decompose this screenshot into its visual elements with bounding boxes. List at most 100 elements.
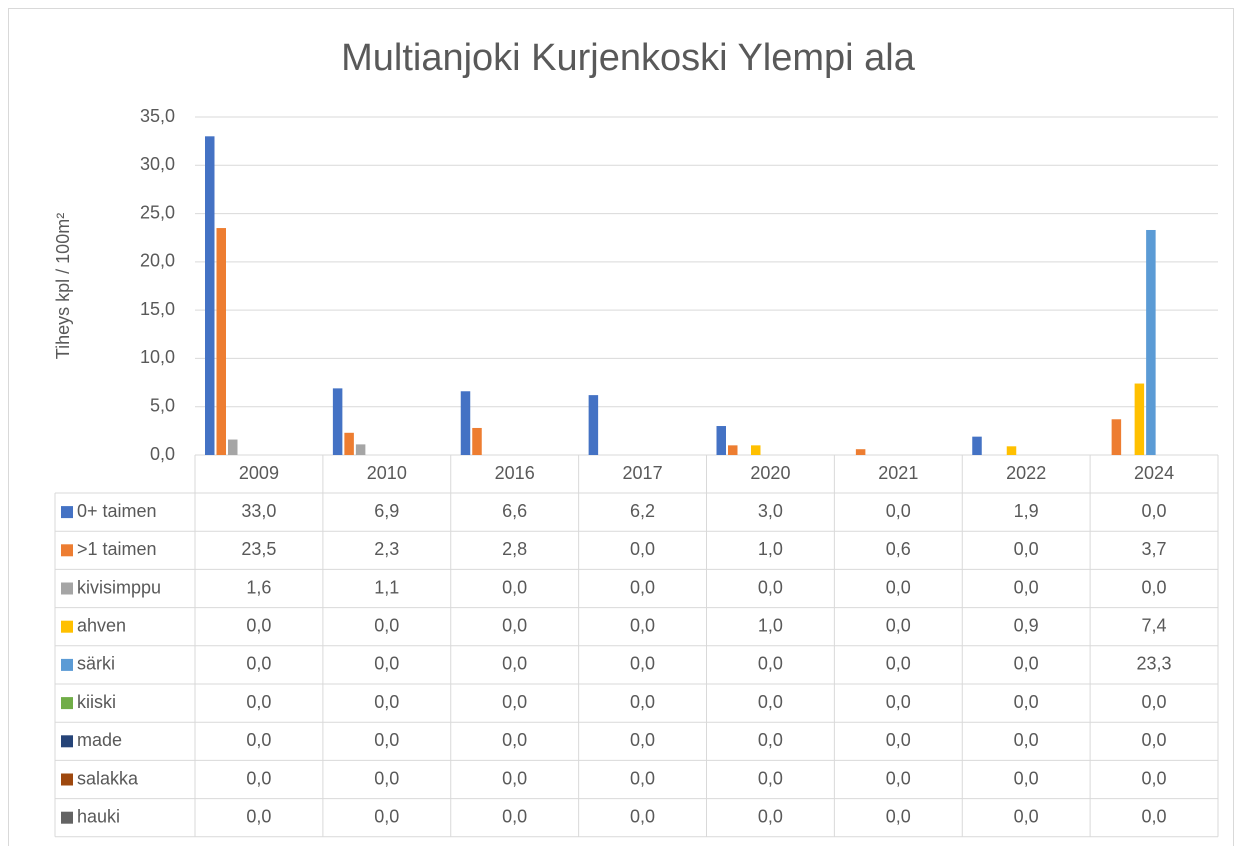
table-cell: 0,0 [758, 730, 783, 750]
table-cell: 0,0 [1014, 768, 1039, 788]
bar [1134, 383, 1145, 455]
table-cell: 1,1 [374, 577, 399, 597]
table-cell: 0,0 [758, 577, 783, 597]
table-cell: 0,9 [1014, 615, 1039, 635]
table-cell: 1,9 [1014, 501, 1039, 521]
table-cell: 0,0 [758, 654, 783, 674]
y-tick-label: 30,0 [140, 154, 175, 174]
table-cell: 0,0 [374, 692, 399, 712]
y-tick-label: 35,0 [140, 106, 175, 126]
table-cell: 0,0 [246, 615, 271, 635]
y-tick-label: 5,0 [150, 395, 175, 415]
table-cell: 1,0 [758, 539, 783, 559]
chart-frame [8, 8, 1234, 846]
table-cell: 0,0 [1014, 539, 1039, 559]
table-cell: 0,0 [1014, 692, 1039, 712]
table-cell: 0,0 [630, 539, 655, 559]
table-cell: 0,0 [630, 692, 655, 712]
table-cell: 0,0 [630, 768, 655, 788]
table-cell: 0,0 [1014, 654, 1039, 674]
legend-label: made [77, 730, 122, 750]
table-cell: 3,7 [1142, 539, 1167, 559]
legend-label: salakka [77, 768, 139, 788]
table-cell: 0,0 [1142, 768, 1167, 788]
legend-swatch [61, 506, 73, 519]
table-cell: 1,0 [758, 615, 783, 635]
table-cell: 0,0 [246, 654, 271, 674]
table-cell: 0,0 [374, 768, 399, 788]
bar [716, 426, 726, 455]
y-tick-label: 10,0 [140, 347, 175, 367]
y-axis-title: Tiheys kpl / 100m² [53, 213, 73, 359]
table-cell: 0,0 [758, 768, 783, 788]
bar [1146, 229, 1156, 455]
table-cell: 33,0 [241, 501, 276, 521]
table-cell: 0,0 [246, 730, 271, 750]
table-cell: 0,0 [886, 654, 911, 674]
legend-label: ahven [77, 615, 126, 635]
table-cell: 0,0 [886, 615, 911, 635]
bar [751, 445, 761, 455]
table-cell: 0,0 [630, 577, 655, 597]
bar [855, 449, 866, 455]
bar [355, 444, 366, 455]
table-cell: 0,0 [758, 806, 783, 826]
table-cell: 0,0 [246, 692, 271, 712]
legend-label: hauki [77, 806, 120, 826]
legend-swatch [61, 544, 73, 557]
x-tick-label: 2009 [239, 463, 279, 483]
table-cell: 0,0 [374, 654, 399, 674]
table-cell: 0,0 [630, 654, 655, 674]
bar [332, 388, 343, 455]
table-cell: 0,0 [1142, 501, 1167, 521]
legend-label: >1 taimen [77, 539, 157, 559]
x-tick-label: 2017 [623, 463, 663, 483]
table-cell: 23,3 [1137, 654, 1172, 674]
table-cell: 0,0 [886, 806, 911, 826]
table-cell: 0,0 [1142, 806, 1167, 826]
x-tick-label: 2016 [495, 463, 535, 483]
table-cell: 0,0 [246, 806, 271, 826]
table-cell: 0,0 [886, 768, 911, 788]
x-tick-label: 2022 [1006, 463, 1046, 483]
legend-swatch [61, 658, 73, 671]
table-cell: 0,0 [1142, 577, 1167, 597]
table-cell: 2,3 [374, 539, 399, 559]
x-tick-label: 2020 [750, 463, 790, 483]
table-cell: 0,0 [502, 730, 527, 750]
bar [972, 436, 982, 455]
bar [205, 136, 215, 456]
table-cell: 0,0 [886, 577, 911, 597]
table-cell: 0,0 [502, 654, 527, 674]
table-cell: 0,0 [1014, 730, 1039, 750]
table-cell: 1,6 [246, 577, 271, 597]
x-tick-label: 2010 [367, 463, 407, 483]
bar [588, 395, 599, 455]
table-cell: 0,0 [374, 806, 399, 826]
table-cell: 0,0 [1014, 806, 1039, 826]
table-cell: 0,0 [886, 730, 911, 750]
legend-label: 0+ taimen [77, 501, 157, 521]
legend-swatch [61, 773, 73, 786]
bar [472, 427, 482, 455]
y-tick-label: 0,0 [150, 444, 175, 464]
y-tick-label: 25,0 [140, 202, 175, 222]
table-cell: 0,0 [886, 501, 911, 521]
table-cell: 0,0 [630, 806, 655, 826]
bar [1006, 446, 1017, 455]
table-cell: 0,0 [502, 615, 527, 635]
table-cell: 0,0 [1014, 577, 1039, 597]
table-cell: 0,0 [502, 768, 527, 788]
table-cell: 6,6 [502, 501, 527, 521]
legend-swatch [61, 811, 73, 824]
legend-swatch [61, 582, 73, 595]
bar [1111, 419, 1122, 455]
x-tick-label: 2024 [1134, 463, 1174, 483]
table-cell: 0,0 [1142, 692, 1167, 712]
table-cell: 6,2 [630, 501, 655, 521]
table-cell: 7,4 [1142, 615, 1167, 635]
table-cell: 0,0 [630, 730, 655, 750]
table-cell: 3,0 [758, 501, 783, 521]
bar [228, 439, 238, 455]
x-tick-label: 2021 [878, 463, 918, 483]
